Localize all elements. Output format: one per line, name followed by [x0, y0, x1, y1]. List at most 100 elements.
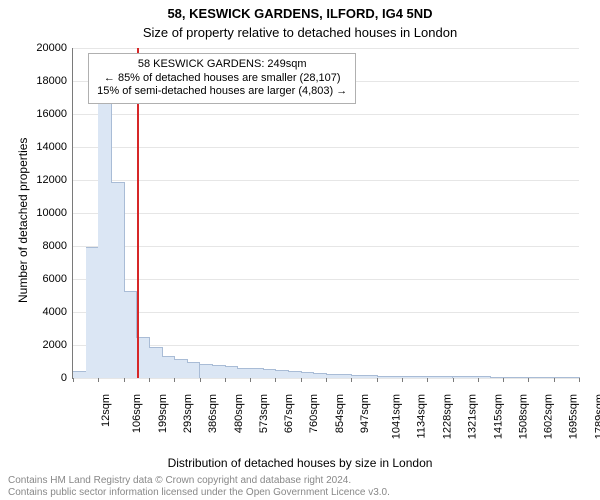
- y-tick-label: 16000: [36, 108, 73, 120]
- gridline: [73, 114, 579, 115]
- x-tick: [250, 378, 251, 382]
- histogram-bar: [453, 376, 467, 378]
- x-tick-label: 1041sqm: [391, 394, 403, 439]
- gridline: [73, 147, 579, 148]
- x-tick-label: 386sqm: [207, 394, 219, 433]
- x-axis-label: Distribution of detached houses by size …: [0, 456, 600, 470]
- x-tick: [528, 378, 529, 382]
- x-tick-label: 947sqm: [359, 394, 371, 433]
- histogram-bar: [427, 376, 441, 378]
- x-tick-label: 1415sqm: [492, 394, 504, 439]
- footer-line-1: Contains HM Land Registry data © Crown c…: [8, 475, 592, 487]
- histogram-bar: [98, 100, 112, 378]
- histogram-bar: [225, 366, 239, 378]
- x-tick: [149, 378, 150, 382]
- histogram-bar: [478, 376, 492, 378]
- histogram-bar: [516, 377, 530, 378]
- x-tick: [427, 378, 428, 382]
- histogram-bar: [566, 377, 580, 378]
- y-tick-label: 14000: [36, 141, 73, 153]
- histogram-bar: [402, 376, 416, 378]
- histogram-bar: [440, 376, 454, 378]
- gridline: [73, 180, 579, 181]
- x-tick: [174, 378, 175, 382]
- histogram-bar: [288, 371, 302, 378]
- x-tick-label: 573sqm: [258, 394, 270, 433]
- histogram-bar: [490, 377, 504, 378]
- x-tick: [98, 378, 99, 382]
- y-tick-label: 6000: [43, 273, 73, 285]
- histogram-bar: [528, 377, 542, 378]
- chart-container: { "header": { "title": "58, KESWICK GARD…: [0, 0, 600, 500]
- x-tick-label: 1228sqm: [441, 394, 453, 439]
- x-tick-label: 480sqm: [233, 394, 245, 433]
- x-tick: [377, 378, 378, 382]
- x-tick: [326, 378, 327, 382]
- histogram-bar: [263, 369, 277, 378]
- histogram-bar: [149, 347, 163, 378]
- x-tick: [124, 378, 125, 382]
- y-tick-label: 10000: [36, 207, 73, 219]
- x-tick-label: 106sqm: [131, 394, 143, 433]
- y-axis-label: Number of detached properties: [16, 138, 30, 303]
- x-tick: [73, 378, 74, 382]
- gridline: [73, 213, 579, 214]
- gridline: [73, 312, 579, 313]
- y-tick-label: 2000: [43, 339, 73, 351]
- footer-attribution: Contains HM Land Registry data © Crown c…: [8, 475, 592, 498]
- x-tick-label: 667sqm: [283, 394, 295, 433]
- histogram-bar: [86, 247, 100, 378]
- histogram-bar: [124, 291, 138, 378]
- annotation-line: ← 85% of detached houses are smaller (28…: [97, 72, 347, 86]
- x-tick-label: 12sqm: [100, 394, 112, 427]
- x-tick: [275, 378, 276, 382]
- x-tick: [225, 378, 226, 382]
- x-tick: [453, 378, 454, 382]
- x-tick: [301, 378, 302, 382]
- annotation-box: 58 KESWICK GARDENS: 249sqm← 85% of detac…: [88, 53, 356, 104]
- y-tick-label: 8000: [43, 240, 73, 252]
- x-tick-label: 199sqm: [157, 394, 169, 433]
- histogram-bar: [174, 359, 188, 378]
- x-tick-label: 760sqm: [309, 394, 321, 433]
- histogram-bar: [313, 373, 327, 378]
- gridline: [73, 48, 579, 49]
- x-tick: [579, 378, 580, 382]
- histogram-bar: [465, 376, 479, 378]
- y-tick-label: 18000: [36, 75, 73, 87]
- histogram-bar: [73, 371, 87, 378]
- x-tick: [402, 378, 403, 382]
- histogram-bar: [364, 375, 378, 378]
- x-tick-label: 1695sqm: [568, 394, 580, 439]
- x-tick: [351, 378, 352, 382]
- histogram-bar: [187, 362, 201, 378]
- histogram-bar: [111, 182, 125, 378]
- histogram-bar: [250, 368, 264, 378]
- x-tick-label: 293sqm: [182, 394, 194, 433]
- x-tick: [478, 378, 479, 382]
- chart-subtitle: Size of property relative to detached ho…: [0, 25, 600, 40]
- y-tick-label: 0: [61, 372, 73, 384]
- histogram-bar: [554, 377, 568, 378]
- y-tick-label: 12000: [36, 174, 73, 186]
- y-tick-label: 4000: [43, 306, 73, 318]
- histogram-bar: [389, 376, 403, 378]
- histogram-bar: [162, 356, 176, 378]
- x-tick: [503, 378, 504, 382]
- x-tick-label: 1789sqm: [593, 394, 600, 439]
- x-tick-label: 1134sqm: [415, 394, 427, 438]
- x-tick-label: 854sqm: [334, 394, 346, 433]
- histogram-bar: [212, 365, 226, 378]
- plot-area: 0200040006000800010000120001400016000180…: [72, 48, 579, 379]
- gridline: [73, 246, 579, 247]
- histogram-bar: [275, 370, 289, 378]
- x-tick: [554, 378, 555, 382]
- x-tick: [200, 378, 201, 382]
- y-tick-label: 20000: [36, 42, 73, 54]
- histogram-bar: [351, 375, 365, 378]
- x-tick-label: 1508sqm: [517, 394, 529, 439]
- histogram-bar: [415, 376, 429, 378]
- annotation-line: 15% of semi-detached houses are larger (…: [97, 85, 347, 99]
- chart-title: 58, KESWICK GARDENS, ILFORD, IG4 5ND: [0, 6, 600, 21]
- histogram-bar: [503, 377, 517, 378]
